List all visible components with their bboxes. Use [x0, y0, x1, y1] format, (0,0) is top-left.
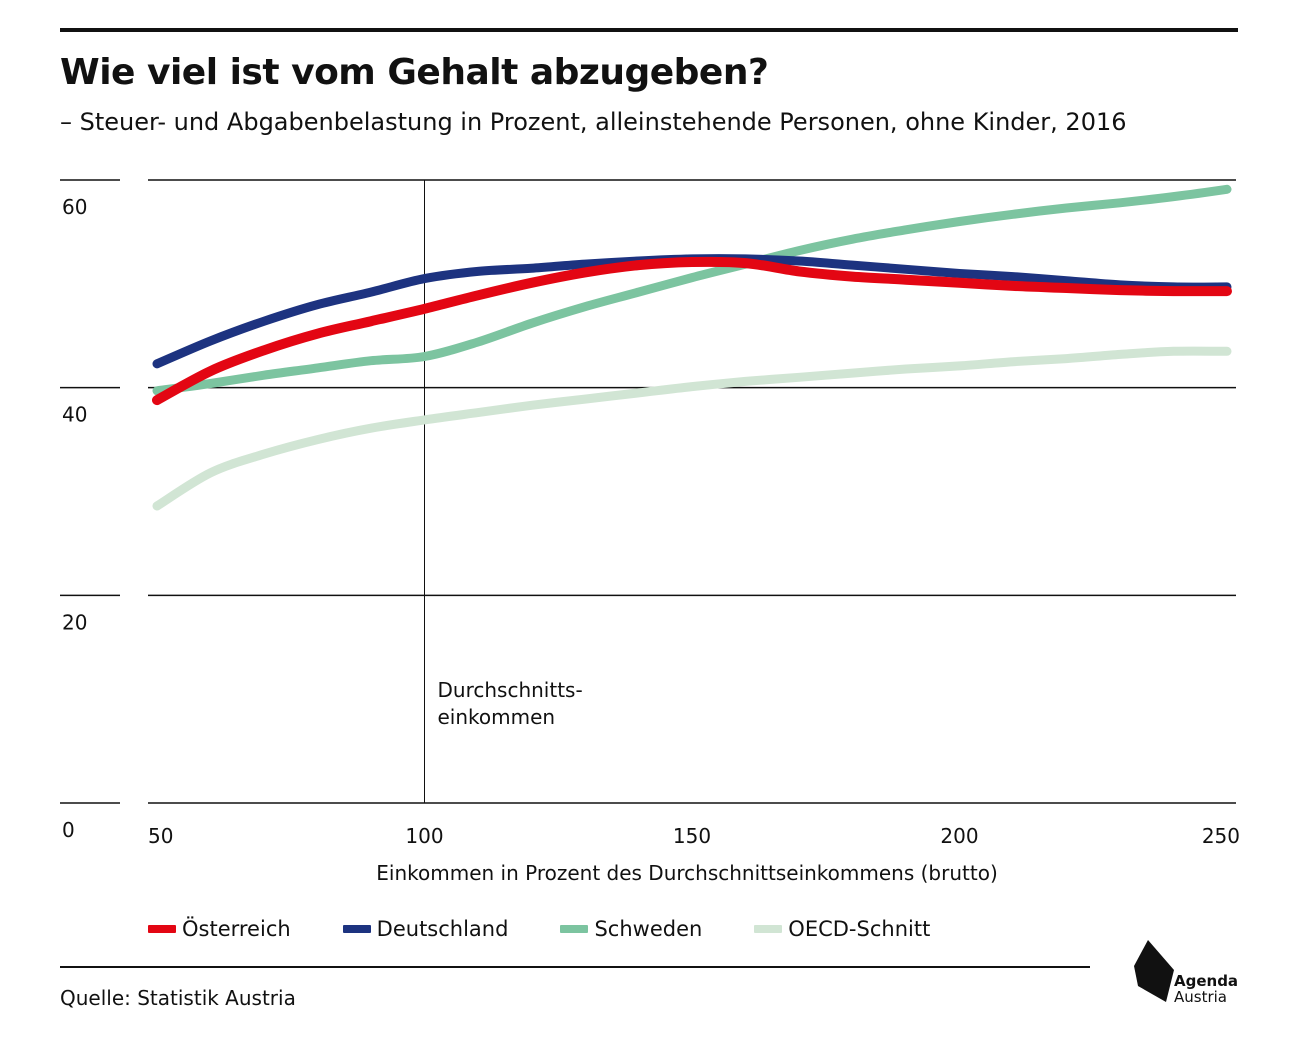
legend-swatch-deutschland — [342, 925, 371, 933]
ytick-label-20: 20 — [62, 610, 87, 634]
legend: Österreich Deutschland Schweden OECD-Sch… — [148, 914, 982, 944]
chart-title: Wie viel ist vom Gehalt abzugeben? — [60, 52, 769, 93]
xtick-label-250: 250 — [1202, 824, 1240, 848]
series-layer — [152, 184, 1232, 511]
series-line-oesterreich — [152, 256, 1232, 406]
legend-item-deutschland: Deutschland — [342, 917, 509, 941]
chart-subtitle: – Steuer- und Abgabenbelastung in Prozen… — [60, 108, 1127, 136]
logo-text-agenda: Agenda — [1174, 972, 1239, 990]
series-line-oecd — [152, 346, 1232, 511]
xtick-label-100: 100 — [405, 824, 443, 848]
xtick-label-150: 150 — [673, 824, 711, 848]
bottom-rule — [60, 966, 1090, 968]
annotation-line2: einkommen — [438, 705, 556, 729]
xtick-label-200: 200 — [940, 824, 978, 848]
ytick-label-60: 60 — [62, 195, 87, 219]
legend-label-oecd: OECD-Schnitt — [788, 917, 931, 941]
ytick-label-40: 40 — [62, 403, 87, 427]
legend-item-oesterreich: Österreich — [148, 917, 291, 941]
series-line-schweden — [152, 184, 1232, 396]
grid-layer — [60, 179, 1236, 804]
legend-item-schweden: Schweden — [560, 917, 702, 941]
legend-label-schweden: Schweden — [594, 917, 703, 941]
legend-swatch-oesterreich — [148, 925, 176, 933]
source-note: Quelle: Statistik Austria — [60, 986, 296, 1010]
legend-label-oesterreich: Österreich — [182, 917, 291, 941]
xtick-label-50: 50 — [148, 824, 173, 848]
legend-label-deutschland: Deutschland — [376, 917, 509, 941]
top-rule — [60, 28, 1238, 32]
line-chart: 0 20 40 60 50 100 150 200 250 Einkommen in Prozen… — [60, 179, 1240, 885]
axis-layer: 0 20 40 60 50 100 150 200 250 Einkommen in Prozen… — [62, 195, 1240, 885]
legend-item-oecd: OECD-Schnitt — [754, 917, 930, 941]
legend-swatch-schweden — [560, 925, 589, 933]
x-axis-label: Einkommen in Prozent des Durchschnittsei… — [376, 861, 998, 885]
ytick-label-0: 0 — [62, 818, 75, 842]
agenda-austria-logo-icon — [1134, 940, 1174, 1002]
legend-swatch-oecd — [754, 925, 783, 933]
annotation-line1: Durchschnitts- — [438, 678, 583, 702]
logo-text-austria: Austria — [1174, 988, 1227, 1006]
